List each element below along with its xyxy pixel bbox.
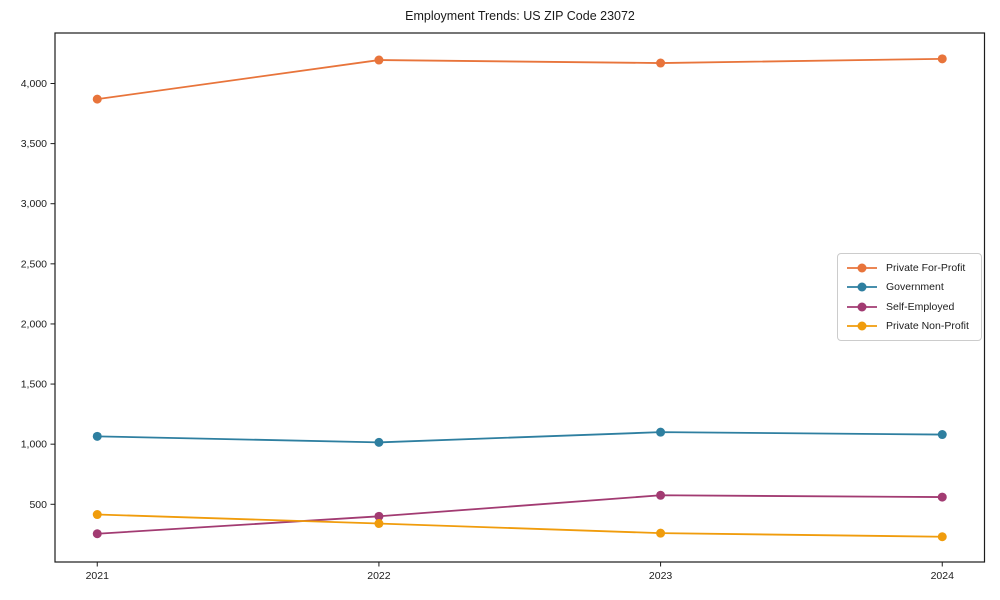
series-line-government: [97, 431, 943, 444]
legend-label: Government: [886, 281, 944, 294]
y-tick-label: 3,500: [21, 138, 47, 150]
data-point-marker: [92, 529, 102, 539]
legend-label: Private Non-Profit: [886, 320, 969, 333]
legend-marker: [847, 263, 877, 273]
plot-frame: [54, 32, 986, 563]
data-point-marker: [92, 431, 102, 441]
data-point-marker: [374, 519, 384, 529]
legend: Private For-Profit Government Self-Employe…: [837, 253, 982, 341]
y-tick-label: 2,000: [21, 318, 47, 330]
y-tick-label: 2,500: [21, 258, 47, 270]
data-point-marker: [374, 437, 384, 447]
data-point-marker: [374, 511, 384, 521]
legend-item-private-for-profit: Private For-Profit: [846, 258, 973, 278]
legend-label: Self-Employed: [886, 300, 955, 313]
legend-item-self-employed: Self-Employed: [846, 297, 973, 317]
legend-marker: [847, 302, 877, 312]
legend-item-government: Government: [846, 278, 973, 298]
data-point-marker: [92, 510, 102, 520]
data-point-marker: [92, 94, 102, 104]
data-point-marker: [656, 427, 666, 437]
data-point-marker: [937, 492, 947, 502]
legend-marker: [847, 282, 877, 292]
y-tick-label: 4,000: [21, 78, 47, 90]
y-tick-label: 3,000: [21, 198, 47, 210]
legend-marker: [847, 321, 877, 331]
legend-label: Private For-Profit: [886, 261, 966, 274]
y-tick-label: 500: [29, 499, 47, 511]
chart-title: Employment Trends: US ZIP Code 23072: [405, 9, 635, 23]
data-point-marker: [374, 55, 384, 65]
data-point-marker: [656, 490, 666, 500]
series-line-private-non-profit: [97, 513, 943, 538]
x-tick-label: 2021: [86, 570, 110, 582]
data-point-marker: [937, 54, 947, 64]
x-tick-label: 2024: [931, 570, 955, 582]
series-line-self-employed: [97, 494, 943, 535]
y-tick-label: 1,000: [21, 439, 47, 451]
y-tick-label: 1,500: [21, 379, 47, 391]
series-line-private-for-profit: [97, 57, 943, 101]
data-point-marker: [656, 528, 666, 538]
data-point-marker: [937, 430, 947, 440]
x-tick-label: 2023: [649, 570, 673, 582]
data-point-marker: [937, 532, 947, 542]
x-tick-label: 2022: [367, 570, 391, 582]
legend-item-private-non-profit: Private Non-Profit: [846, 317, 973, 337]
data-point-marker: [656, 58, 666, 68]
